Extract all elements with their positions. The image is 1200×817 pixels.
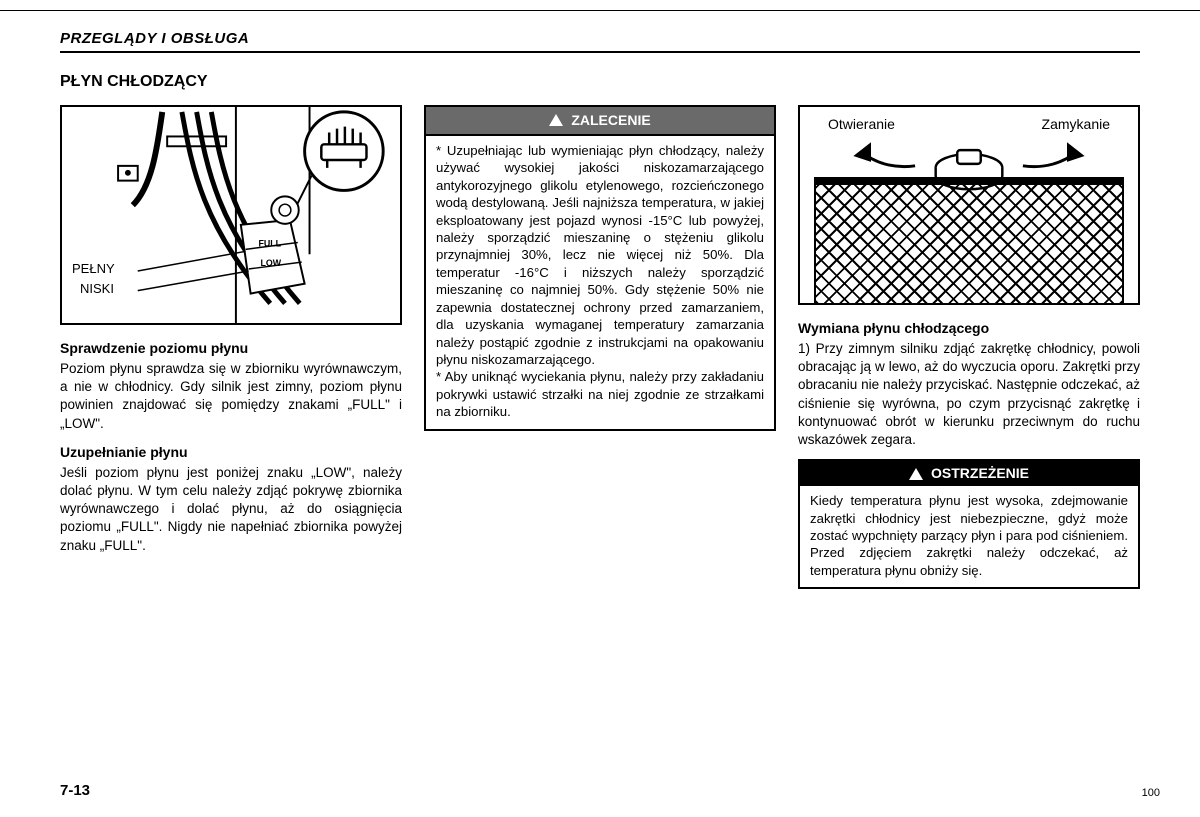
recommendation-title: ZALECENIE [571, 111, 650, 130]
heading-check-level: Sprawdzenie poziomu płynu [60, 339, 402, 358]
recommendation-body: * Uzupełniając lub wymieniając płyn chło… [426, 136, 774, 429]
recommendation-bullet-1: * Uzupełniając lub wymieniając płyn chło… [436, 142, 764, 368]
warning-header: OSTRZEŻENIE [800, 461, 1138, 486]
warning-box: OSTRZEŻENIE Kiedy temperatura płynu jest… [798, 459, 1140, 589]
chapter-header: PRZEGLĄDY I OBSŁUGA [60, 30, 1140, 53]
figure-radiator-cap: Otwieranie Zamykanie [798, 105, 1140, 305]
para-replace: 1) Przy zimnym silniku zdjąć zakrętkę ch… [798, 340, 1140, 449]
figure-reservoir: FULL LOW PEŁNY NISKI [60, 105, 402, 325]
column-3: Otwieranie Zamykanie Wymiana płynu chłod… [798, 105, 1140, 589]
warning-triangle-icon [909, 468, 923, 480]
heading-replace: Wymiana płynu chłodzącego [798, 319, 1140, 338]
recommendation-box: ZALECENIE * Uzupełniając lub wymieniając… [424, 105, 776, 431]
page-number: 7-13 [60, 782, 90, 799]
top-rule [0, 10, 1200, 11]
recommendation-header: ZALECENIE [426, 107, 774, 136]
label-low: NISKI [80, 280, 114, 298]
heading-topup: Uzupełnianie płynu [60, 443, 402, 462]
para-topup: Jeśli poziom płynu jest poniżej znaku „L… [60, 464, 402, 555]
sheet-number: 100 [1142, 787, 1160, 799]
svg-text:FULL: FULL [258, 238, 281, 248]
warning-title: OSTRZEŻENIE [931, 464, 1029, 483]
chapter-title: PRZEGLĄDY I OBSŁUGA [60, 30, 1140, 47]
recommendation-bullet-2: * Aby uniknąć wyciekania płynu, należy p… [436, 368, 764, 420]
label-full: PEŁNY [72, 260, 115, 278]
section-title: PŁYN CHŁODZĄCY [60, 73, 1140, 91]
content-columns: FULL LOW PEŁNY NISKI Sprawdz [60, 105, 1140, 589]
column-1: FULL LOW PEŁNY NISKI Sprawdz [60, 105, 402, 589]
radiator-grille-pattern [814, 183, 1124, 303]
column-2: ZALECENIE * Uzupełniając lub wymieniając… [424, 105, 776, 589]
warning-body: Kiedy temperatura płynu jest wysoka, zde… [800, 486, 1138, 587]
warning-triangle-icon [549, 114, 563, 126]
svg-text:LOW: LOW [260, 258, 281, 268]
para-check-level: Poziom płynu sprawdza się w zbiorniku wy… [60, 360, 402, 433]
